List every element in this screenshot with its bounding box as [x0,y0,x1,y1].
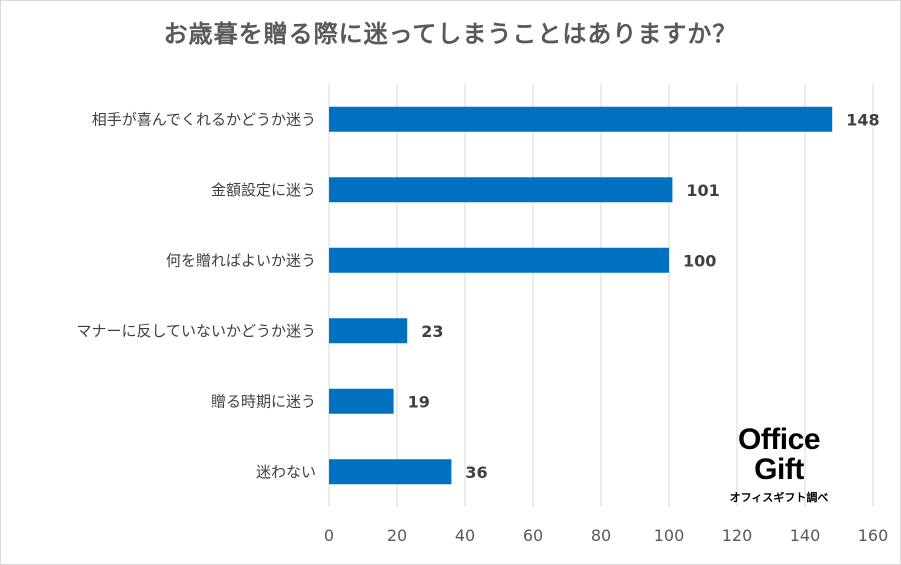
bar [329,318,408,344]
x-tick-label: 100 [654,526,685,545]
category-label: 相手が喜んでくれるかどうか迷う [92,110,316,128]
bar [329,106,833,132]
data-label: 100 [683,251,716,270]
x-tick-label: 40 [455,526,475,545]
x-tick-label: 80 [591,526,611,545]
bar [329,388,394,414]
category-label: 贈る時期に迷う [211,392,316,410]
labels: 0 20 40 60 80 100 120 140 160 相手が喜んでくれるかどうか迷う 148 金… [76,110,888,545]
logo-line-office: Office [737,423,821,456]
x-tick-label: 120 [722,526,753,545]
bar [329,177,673,203]
x-tick-label: 20 [387,526,407,545]
category-label: 金額設定に迷う [211,181,316,199]
bars [329,106,833,485]
category-label: マナーに反していないかどうか迷う [76,322,316,340]
data-label: 19 [408,392,430,411]
bar [329,247,669,273]
data-label: 23 [421,322,443,341]
logo-line-gift: Gift [754,453,804,486]
chart-title: お歳暮を贈る際に迷ってしまうことはありますか？ [163,20,738,48]
data-label: 148 [846,110,879,129]
data-label: 101 [686,181,719,200]
office-gift-logo: Office Gift オフィスギフト調べ [716,425,842,505]
data-label: 36 [465,463,487,482]
gridlines [328,84,874,507]
x-tick-label: 60 [523,526,543,545]
logo-source-note: オフィスギフト調べ [729,491,829,504]
category-label: 迷わない [256,463,316,481]
x-tick-label: 0 [324,526,334,545]
bar [329,459,452,485]
category-label: 何を贈ればよいか迷う [166,251,316,269]
x-tick-label: 140 [790,526,821,545]
x-tick-label: 160 [858,526,889,545]
